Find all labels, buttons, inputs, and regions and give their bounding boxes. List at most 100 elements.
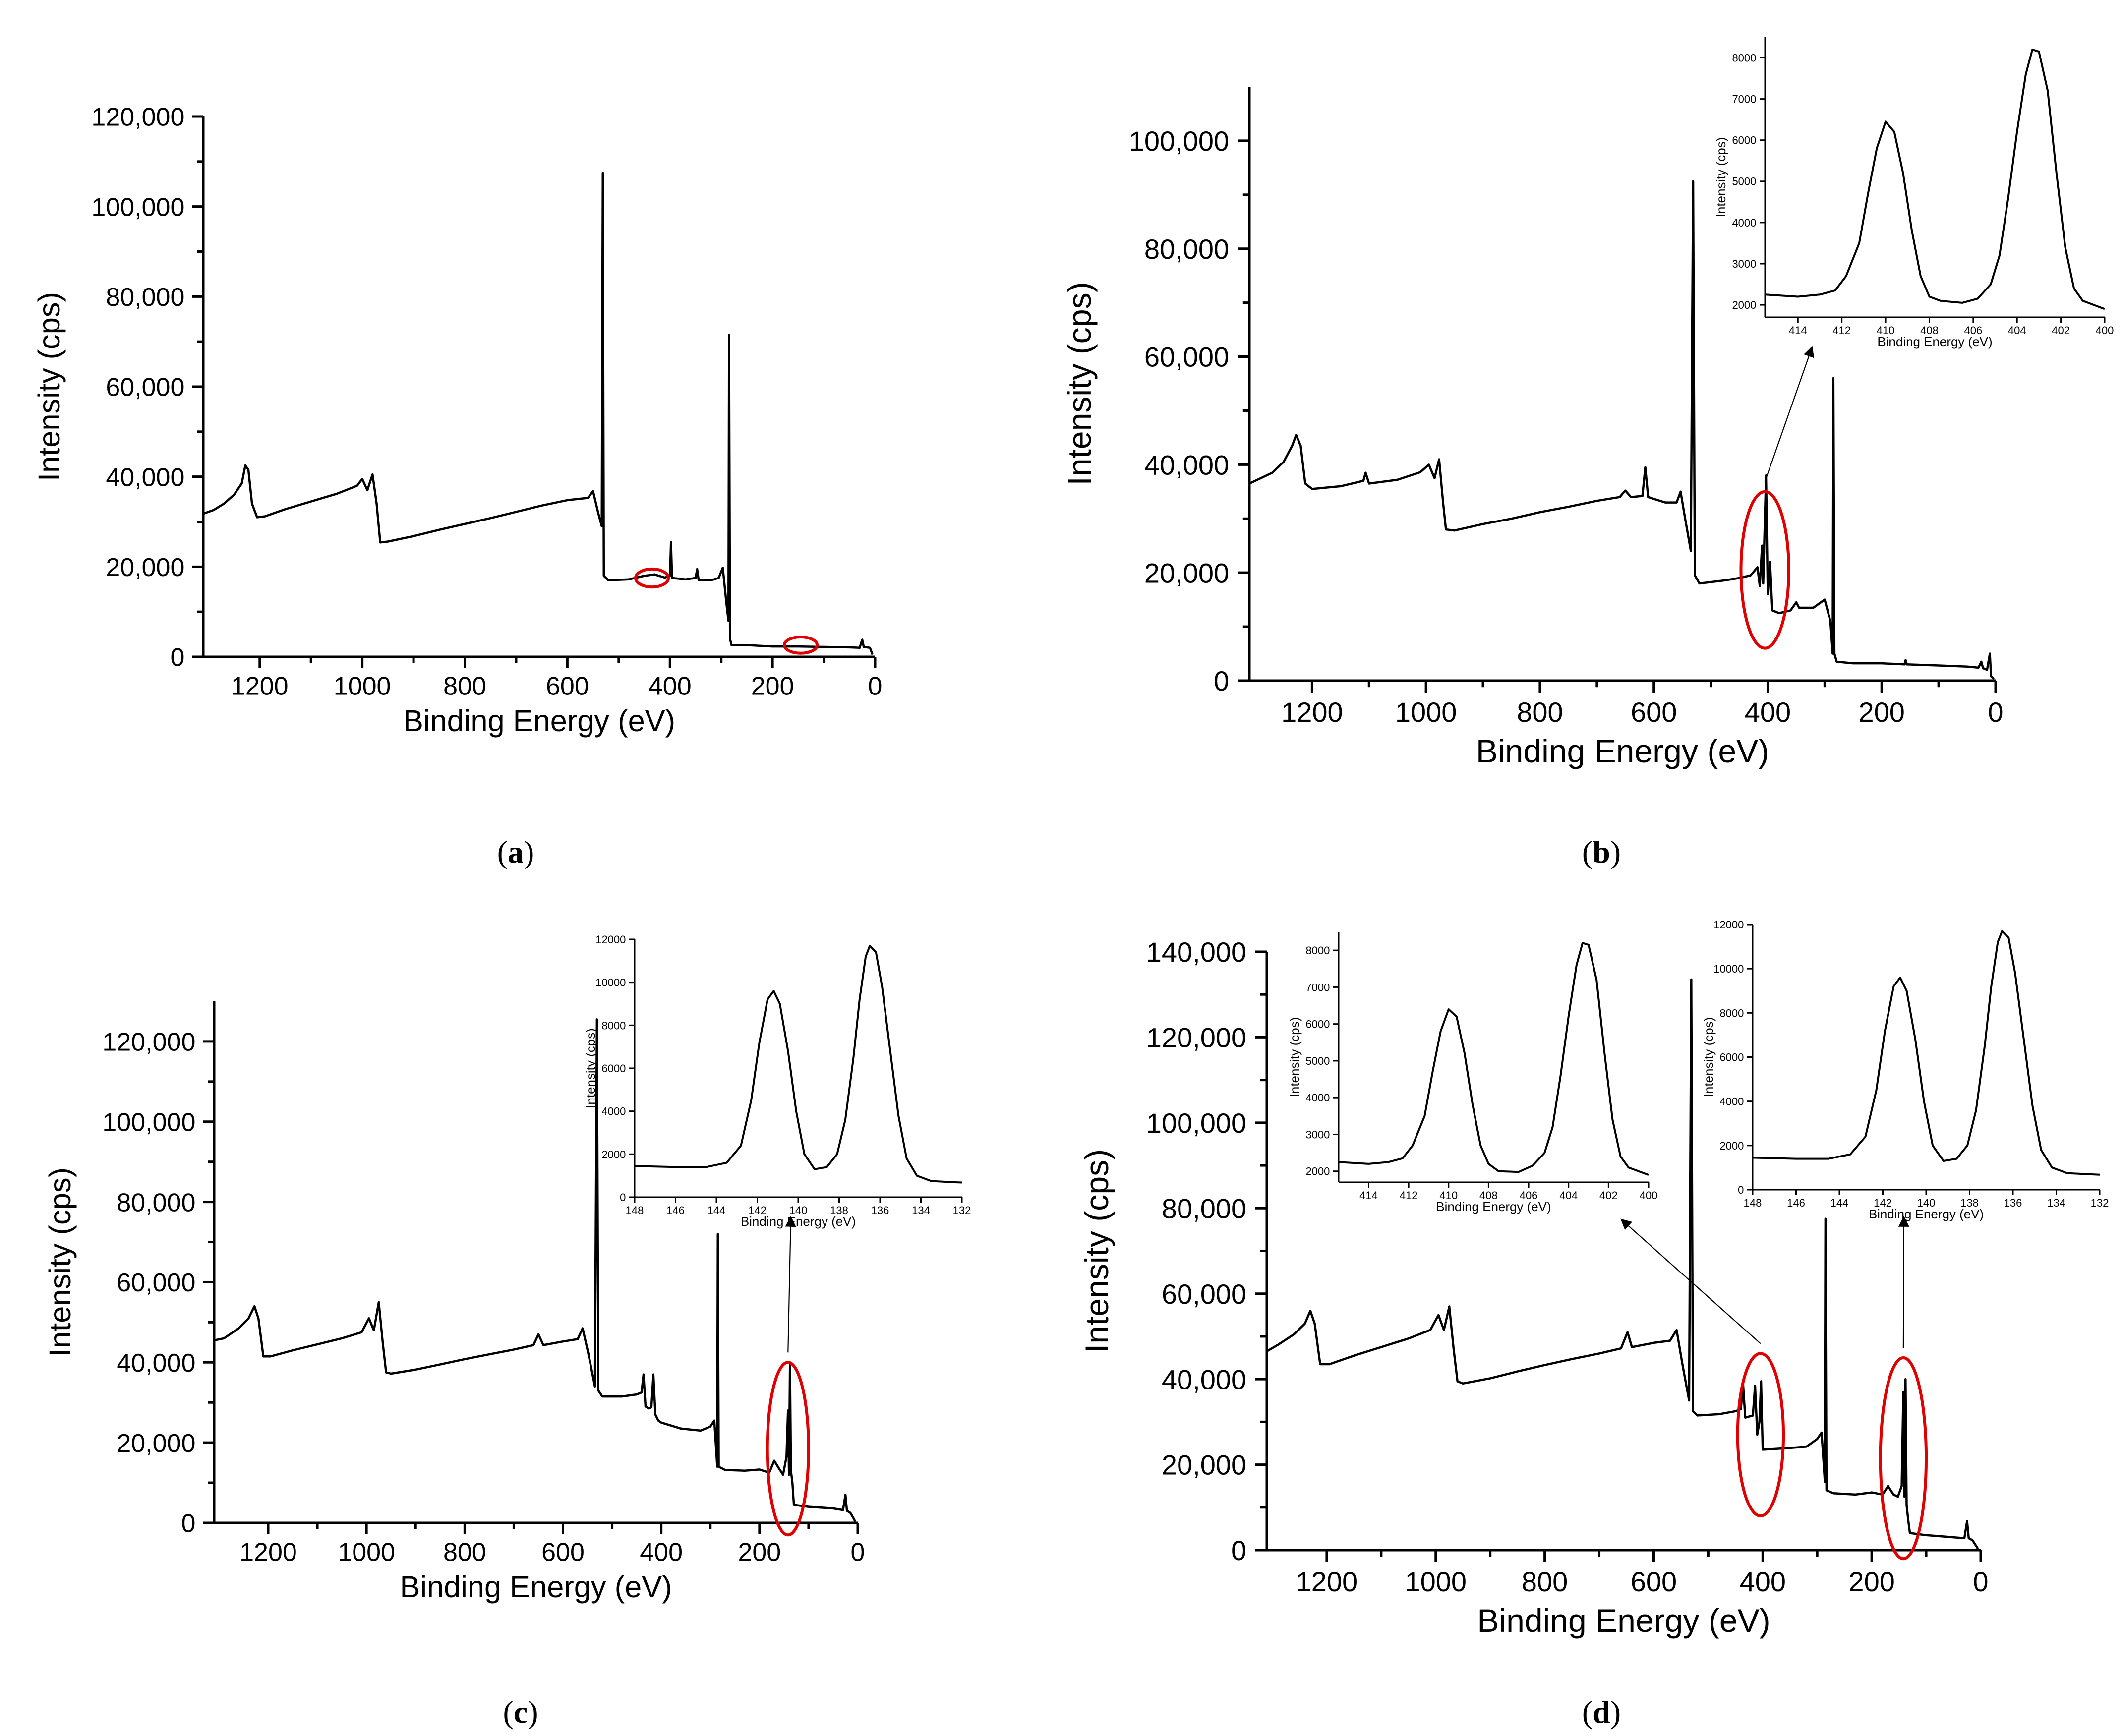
y-tick-label: 6000 xyxy=(1732,134,1756,147)
panel-d: 1200 1000 800 600 400 200 0020,00040,00060,000… xyxy=(1079,919,2109,1730)
highlight-ellipse xyxy=(1879,1356,1928,1561)
x-tick-label: 800 xyxy=(1522,1566,1568,1597)
x-tick-label: 414 xyxy=(1789,324,1807,337)
y-tick-label: 80,000 xyxy=(1162,1193,1246,1224)
x-tick-label: 406 xyxy=(1964,324,1982,337)
x-tick-label: 138 xyxy=(1960,1197,1979,1209)
panel-label-close: ) xyxy=(1610,1694,1621,1730)
x-tick-label: 140 xyxy=(1917,1197,1936,1209)
panel-c: 1200 1000 800 600 400 200 0020,00040,00060,000… xyxy=(43,933,971,1730)
y-axis-label: Intensity (cps) xyxy=(32,292,66,481)
x-tick-label: 400 xyxy=(1745,696,1791,728)
y-tick-label: 0 xyxy=(181,1509,195,1538)
y-tick-label: 10000 xyxy=(1713,963,1744,975)
y-tick-label: 60,000 xyxy=(1162,1278,1246,1310)
y-tick-label: 5000 xyxy=(1732,175,1756,188)
panel-label-open: ( xyxy=(503,1694,513,1730)
y-tick-label: 20,000 xyxy=(106,553,184,582)
y-tick-label: 4000 xyxy=(1305,1092,1330,1104)
x-axis-label: Binding Energy (eV) xyxy=(400,1570,672,1604)
y-tick-label: 40,000 xyxy=(117,1349,195,1378)
x-tick-label: 600 xyxy=(1631,696,1677,728)
y-tick-label: 10000 xyxy=(595,977,626,989)
x-tick-label: 1000 xyxy=(338,1538,395,1567)
x-tick-label: 412 xyxy=(1832,324,1851,337)
callout-arrow xyxy=(1764,346,1814,482)
y-tick-label: 20,000 xyxy=(117,1429,195,1458)
y-tick-label: 120,000 xyxy=(102,1028,195,1057)
y-tick-label: 60,000 xyxy=(1144,342,1229,373)
y-tick-label: 100,000 xyxy=(91,193,184,222)
y-axis-label: Intensity (cps) xyxy=(1701,1017,1716,1098)
y-tick-label: 60,000 xyxy=(106,373,184,402)
inset-spectrum-line xyxy=(1338,942,1649,1176)
x-axis-label: Binding Energy (eV) xyxy=(1869,1207,1984,1221)
highlight-ellipse xyxy=(1739,490,1790,650)
x-tick-label: 800 xyxy=(443,1538,486,1567)
callout-arrow xyxy=(1620,1218,1761,1344)
panel-label: (b) xyxy=(1582,834,1621,869)
panel-label-open: ( xyxy=(497,834,508,869)
y-axis-label: Intensity (cps) xyxy=(1079,1149,1116,1353)
highlight-ellipse xyxy=(1736,1352,1785,1518)
x-tick-label: 1200 xyxy=(231,672,289,701)
x-tick-label: 0 xyxy=(851,1538,865,1567)
y-axis-label: Intensity (cps) xyxy=(1713,137,1728,218)
panel-label-open: ( xyxy=(1582,834,1593,869)
x-tick-label: 1200 xyxy=(1281,696,1343,728)
x-tick-label: 400 xyxy=(1740,1566,1786,1597)
x-tick-label: 1200 xyxy=(1296,1566,1358,1597)
y-tick-label: 40,000 xyxy=(1144,450,1229,481)
x-tick-label: 406 xyxy=(1520,1189,1538,1202)
y-axis-label: Intensity (cps) xyxy=(43,1167,77,1357)
x-axis-label: Binding Energy (eV) xyxy=(1477,1603,1770,1639)
x-tick-label: 134 xyxy=(2047,1197,2065,1209)
y-tick-label: 20,000 xyxy=(1144,557,1229,588)
y-tick-label: 100,000 xyxy=(102,1108,195,1137)
x-tick-label: 0 xyxy=(868,672,883,701)
panel-label-close: ) xyxy=(1610,834,1621,869)
x-tick-label: 400 xyxy=(649,672,692,701)
x-tick-label: 414 xyxy=(1359,1189,1378,1202)
inset-chart: 414 412 410 408 406 404 402 400 2000 3000 4000 5000… xyxy=(1287,932,1657,1214)
survey-spectrum-line xyxy=(203,172,874,655)
survey-spectrum-line xyxy=(1249,180,1995,680)
x-tick-label: 408 xyxy=(1479,1189,1498,1202)
x-tick-label: 132 xyxy=(2091,1197,2109,1209)
y-tick-label: 0 xyxy=(1214,665,1229,696)
y-tick-label: 80,000 xyxy=(1144,233,1229,265)
y-tick-label: 120,000 xyxy=(1146,1022,1246,1053)
x-axis-label: Binding Energy (eV) xyxy=(1436,1199,1551,1214)
y-tick-label: 6000 xyxy=(601,1062,626,1075)
panel-label: (c) xyxy=(503,1694,538,1730)
x-tick-label: 800 xyxy=(1517,696,1563,728)
y-tick-label: 4000 xyxy=(601,1105,626,1118)
y-tick-label: 60,000 xyxy=(117,1269,195,1297)
survey-spectrum-line xyxy=(1266,978,1979,1550)
inset-chart: 148 146 144 142 140 138 136 134 132 0 2000 4000 6000… xyxy=(583,933,971,1229)
x-tick-label: 410 xyxy=(1877,324,1895,337)
panel-label-close: ) xyxy=(524,834,534,869)
x-tick-label: 200 xyxy=(751,672,794,701)
x-axis-label: Binding Energy (eV) xyxy=(1476,733,1769,770)
y-tick-label: 100,000 xyxy=(1129,125,1229,157)
y-tick-label: 3000 xyxy=(1732,258,1756,270)
y-tick-label: 2000 xyxy=(1732,299,1756,311)
x-tick-label: 200 xyxy=(738,1538,781,1567)
x-tick-label: 148 xyxy=(626,1204,644,1216)
x-axis-label: Binding Energy (eV) xyxy=(1877,334,1992,349)
y-tick-label: 80,000 xyxy=(117,1188,195,1217)
x-tick-label: 146 xyxy=(1787,1197,1805,1209)
x-tick-label: 142 xyxy=(1874,1197,1892,1209)
x-tick-label: 402 xyxy=(2052,324,2070,337)
y-tick-label: 8000 xyxy=(1732,52,1756,64)
panel-label: (d) xyxy=(1582,1694,1621,1730)
y-axis-label: Intensity (cps) xyxy=(1287,1017,1302,1098)
y-tick-label: 0 xyxy=(1738,1184,1744,1196)
panel-label: (a) xyxy=(497,834,534,869)
y-tick-label: 2000 xyxy=(1305,1165,1330,1178)
y-tick-label: 120,000 xyxy=(91,103,184,132)
y-axis-label: Intensity (cps) xyxy=(583,1028,598,1108)
y-tick-label: 20,000 xyxy=(1162,1449,1246,1481)
x-tick-label: 138 xyxy=(830,1204,848,1216)
